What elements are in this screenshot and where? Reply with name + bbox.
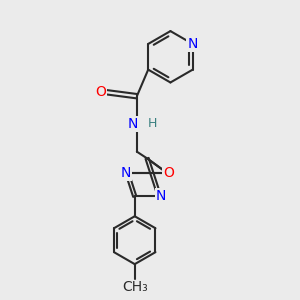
Text: N: N — [120, 166, 131, 180]
Text: O: O — [95, 85, 106, 99]
Text: H: H — [147, 117, 157, 130]
Text: O: O — [163, 166, 174, 180]
Text: N: N — [127, 117, 138, 131]
Text: N: N — [156, 189, 166, 203]
Text: N: N — [188, 37, 198, 51]
Text: CH₃: CH₃ — [122, 280, 148, 294]
